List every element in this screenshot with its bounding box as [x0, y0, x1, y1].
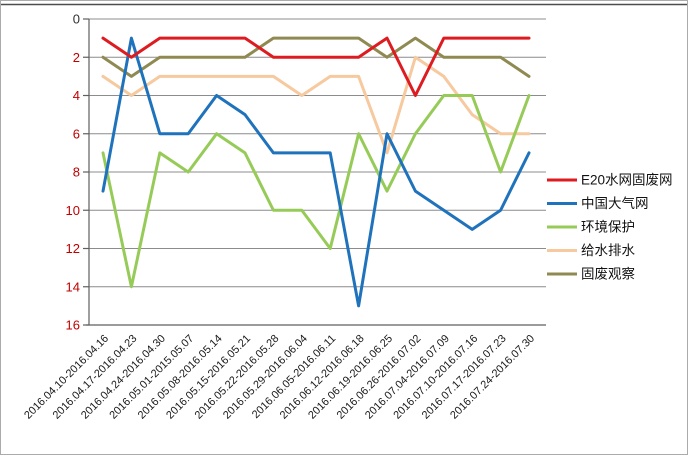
series-line-4 — [101, 36, 531, 78]
y-axis-label-4: 4 — [73, 88, 80, 103]
y-axis-label-10: 10 — [66, 203, 80, 218]
y-axis-label-6: 6 — [73, 126, 80, 141]
legend-label-1: 中国大气网 — [581, 196, 649, 211]
legend-label-2: 环境保护 — [581, 220, 635, 235]
series-line-0 — [101, 36, 531, 97]
legend-label-0: E20水网固废网 — [581, 173, 673, 188]
y-axis-label-12: 12 — [66, 241, 80, 256]
legend-label-4: 固废观察 — [581, 266, 635, 282]
y-axis-label-0: 0 — [73, 12, 80, 27]
y-axis-label-8: 8 — [73, 165, 80, 180]
y-axis-label-2: 2 — [73, 50, 80, 65]
series-line-3 — [101, 55, 531, 155]
legend-label-3: 给水排水 — [581, 243, 635, 258]
series-line-1 — [101, 36, 531, 308]
series-line-2 — [101, 94, 531, 289]
y-axis-label-14: 14 — [66, 279, 80, 294]
y-axis-label-16: 16 — [66, 318, 80, 333]
